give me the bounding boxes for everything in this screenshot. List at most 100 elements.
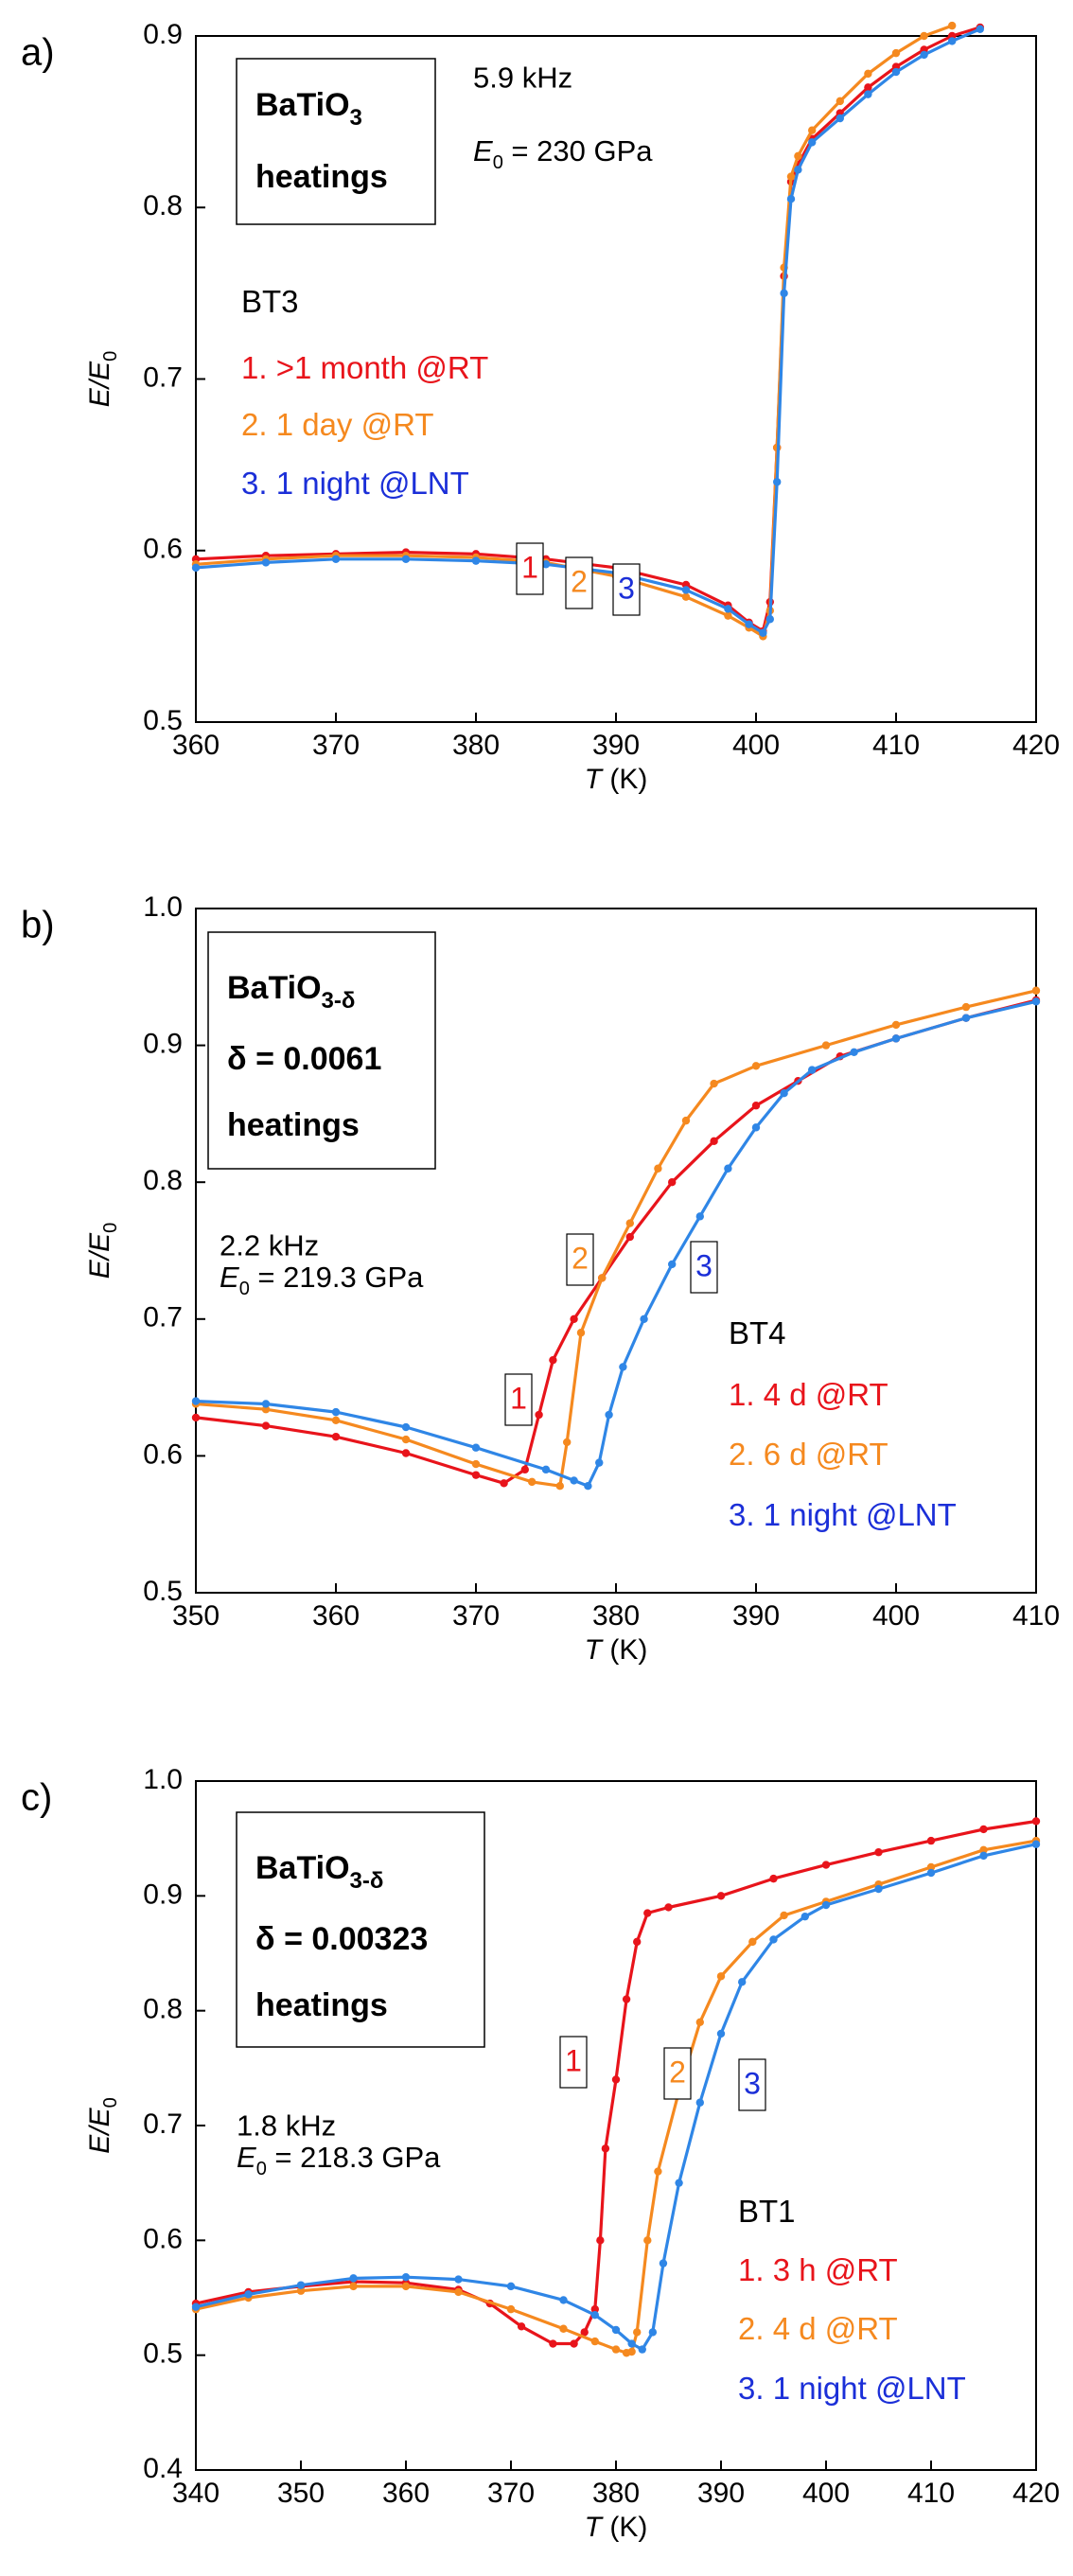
y-tick-label: 0.5 bbox=[143, 2338, 183, 2370]
data-point bbox=[627, 2347, 636, 2356]
series-3 bbox=[191, 25, 985, 637]
data-point bbox=[625, 1219, 634, 1227]
data-point bbox=[724, 1164, 732, 1173]
data-point bbox=[695, 2018, 704, 2026]
data-point bbox=[710, 1137, 718, 1146]
data-point bbox=[633, 1937, 642, 1947]
data-point bbox=[850, 1048, 858, 1057]
x-tick-label: 380 bbox=[452, 730, 500, 761]
x-tick-label: 360 bbox=[172, 730, 220, 761]
data-point bbox=[979, 1825, 988, 1834]
data-point bbox=[590, 2311, 599, 2320]
data-point bbox=[1031, 1817, 1041, 1826]
data-point bbox=[926, 1836, 936, 1845]
curve-label-2: 2 bbox=[669, 2055, 686, 2089]
y-tick-label: 0.6 bbox=[143, 534, 183, 565]
y-tick-label: 0.7 bbox=[143, 362, 183, 393]
data-point bbox=[724, 605, 732, 613]
data-point bbox=[506, 2304, 516, 2314]
data-point bbox=[751, 1102, 761, 1110]
data-point bbox=[710, 1079, 718, 1088]
data-point bbox=[891, 1020, 901, 1030]
data-point bbox=[528, 1477, 536, 1487]
x-tick-label: 410 bbox=[907, 2478, 955, 2509]
box-heatings: heatings bbox=[227, 1107, 360, 1143]
data-point bbox=[570, 2339, 578, 2348]
legend-entry-3: 3. 1 night @LNT bbox=[729, 1497, 957, 1532]
data-point bbox=[800, 1912, 809, 1921]
data-point bbox=[1031, 997, 1041, 1006]
data-point bbox=[738, 1978, 747, 1986]
x-tick-label: 400 bbox=[802, 2478, 850, 2509]
data-point bbox=[961, 1002, 971, 1012]
x-tick-label: 360 bbox=[312, 1600, 360, 1632]
legend-entry-3: 3. 1 night @LNT bbox=[241, 466, 469, 501]
e0-label: E0 = 230 GPa bbox=[473, 134, 653, 173]
data-point bbox=[821, 1900, 831, 1910]
data-point bbox=[611, 2345, 621, 2354]
x-axis-label: T (K) bbox=[585, 2512, 648, 2543]
data-point bbox=[769, 1935, 778, 1944]
y-tick-label: 0.9 bbox=[143, 1879, 183, 1910]
data-point bbox=[748, 1937, 757, 1947]
data-point bbox=[401, 2282, 411, 2291]
data-point bbox=[191, 1397, 201, 1405]
data-point bbox=[471, 1471, 481, 1479]
data-point bbox=[471, 556, 481, 565]
data-point bbox=[570, 1314, 578, 1324]
data-point bbox=[549, 2339, 557, 2348]
data-point bbox=[948, 37, 957, 45]
box-title: BaTiO3-δ bbox=[227, 970, 355, 1014]
x-tick-label: 380 bbox=[592, 1600, 640, 1632]
data-point bbox=[716, 1892, 726, 1900]
legend-entry-2: 2. 6 d @RT bbox=[729, 1437, 888, 1472]
data-point bbox=[611, 2325, 621, 2335]
data-point bbox=[716, 1972, 726, 1981]
x-tick-label: 370 bbox=[452, 1600, 500, 1632]
data-point bbox=[643, 1909, 652, 1917]
data-point bbox=[836, 114, 844, 123]
curve-label-box bbox=[565, 556, 593, 609]
data-point bbox=[541, 1465, 551, 1474]
data-point bbox=[595, 1458, 604, 1467]
y-tick-label: 1.0 bbox=[143, 891, 183, 923]
data-point bbox=[808, 126, 817, 134]
data-point bbox=[619, 1363, 627, 1371]
data-point bbox=[331, 1432, 341, 1441]
data-point bbox=[926, 1862, 936, 1872]
data-point bbox=[401, 1435, 411, 1444]
data-point bbox=[580, 2328, 589, 2337]
frequency-label: 5.9 kHz bbox=[473, 61, 572, 94]
info-box bbox=[236, 1811, 485, 2048]
e0-label: E0 = 219.3 GPa bbox=[220, 1261, 424, 1299]
data-point bbox=[454, 2287, 463, 2297]
data-point bbox=[590, 2304, 599, 2314]
data-point bbox=[681, 1116, 691, 1125]
box-delta: δ = 0.0061 bbox=[227, 1041, 381, 1077]
data-point bbox=[961, 1014, 971, 1022]
x-tick-label: 380 bbox=[592, 2478, 640, 2509]
data-point bbox=[244, 2290, 253, 2299]
data-point bbox=[695, 1212, 704, 1221]
y-tick-label: 0.6 bbox=[143, 2223, 183, 2254]
data-point bbox=[874, 1848, 883, 1857]
data-point bbox=[648, 2328, 658, 2337]
data-point bbox=[559, 2296, 568, 2304]
curve-label-1: 1 bbox=[521, 550, 538, 584]
y-tick-label: 0.5 bbox=[143, 705, 183, 736]
data-point bbox=[654, 2167, 662, 2176]
panel-label: c) bbox=[21, 1777, 52, 1819]
data-point bbox=[401, 2272, 411, 2282]
data-point bbox=[471, 1459, 481, 1469]
data-point bbox=[1031, 986, 1041, 995]
data-point bbox=[401, 555, 411, 564]
data-point bbox=[716, 2029, 726, 2038]
x-tick-label: 390 bbox=[592, 730, 640, 761]
curve-label-1: 1 bbox=[565, 2043, 582, 2077]
data-point bbox=[780, 1089, 788, 1098]
data-point bbox=[520, 1465, 529, 1474]
data-point bbox=[794, 166, 802, 174]
data-point bbox=[786, 172, 796, 181]
data-point bbox=[1031, 1840, 1041, 1848]
